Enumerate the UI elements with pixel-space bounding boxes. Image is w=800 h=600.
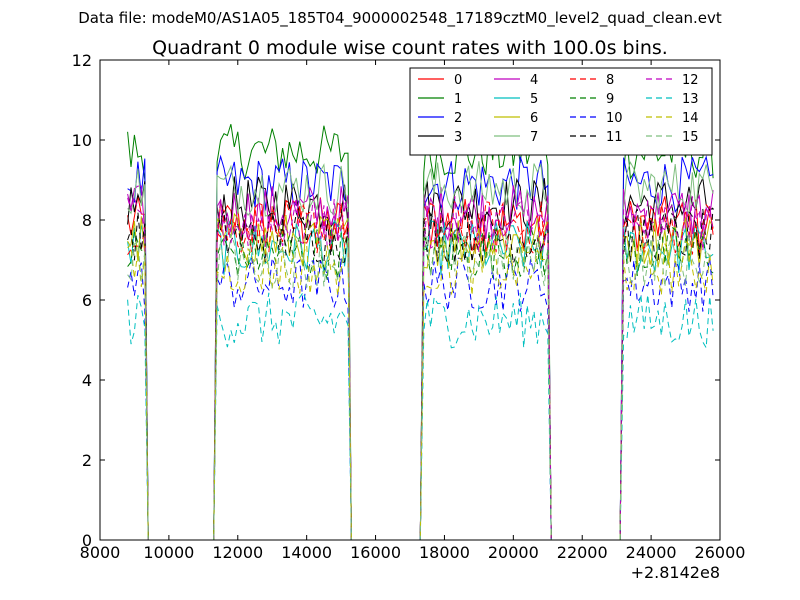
series-layer xyxy=(127,124,714,541)
x-tick-label: 16000 xyxy=(350,543,401,562)
legend-label-8: 8 xyxy=(606,73,614,88)
y-tick-label: 4 xyxy=(82,371,92,390)
y-tick-label: 6 xyxy=(82,291,92,310)
y-tick-label: 2 xyxy=(82,451,92,470)
x-tick-label: 10000 xyxy=(143,543,194,562)
legend-label-11: 11 xyxy=(606,130,623,145)
x-tick-label: 18000 xyxy=(419,543,470,562)
legend-frame xyxy=(409,67,713,156)
x-axis-offset-label: +2.8142e8 xyxy=(631,563,720,582)
axis-ticks: 8000 10000 12000 14000 16000 18000 20000 22000 2… xyxy=(72,51,746,562)
x-tick-label: 20000 xyxy=(488,543,539,562)
x-tick-label: 22000 xyxy=(557,543,608,562)
x-tick-label: 24000 xyxy=(626,543,677,562)
legend-label-2: 2 xyxy=(454,111,462,126)
legend-label-14: 14 xyxy=(682,111,699,126)
legend-label-0: 0 xyxy=(454,73,462,88)
data-file-title: Data file: modeM0/AS1A05_185T04_90000025… xyxy=(78,9,722,28)
legend-label-6: 6 xyxy=(530,111,538,126)
y-tick-label: 10 xyxy=(72,131,92,150)
legend-label-5: 5 xyxy=(530,92,538,107)
chart-title: Quadrant 0 module wise count rates with … xyxy=(152,37,668,59)
y-tick-label: 8 xyxy=(82,211,92,230)
y-tick-label: 12 xyxy=(72,51,92,70)
legend-label-12: 12 xyxy=(682,73,699,88)
legend-label-13: 13 xyxy=(682,92,699,107)
legend-label-9: 9 xyxy=(606,92,614,107)
legend-label-1: 1 xyxy=(454,92,462,107)
legend-label-3: 3 xyxy=(454,130,462,145)
legend-label-4: 4 xyxy=(530,73,538,88)
x-tick-label: 8000 xyxy=(80,543,121,562)
legend-label-7: 7 xyxy=(530,130,538,145)
x-tick-label: 12000 xyxy=(212,543,263,562)
x-tick-label: 26000 xyxy=(695,543,746,562)
legend-label-15: 15 xyxy=(682,130,699,145)
x-tick-label: 14000 xyxy=(281,543,332,562)
series-line-11 xyxy=(127,208,714,541)
y-tick-label: 0 xyxy=(82,531,92,550)
legend-label-10: 10 xyxy=(606,111,623,126)
